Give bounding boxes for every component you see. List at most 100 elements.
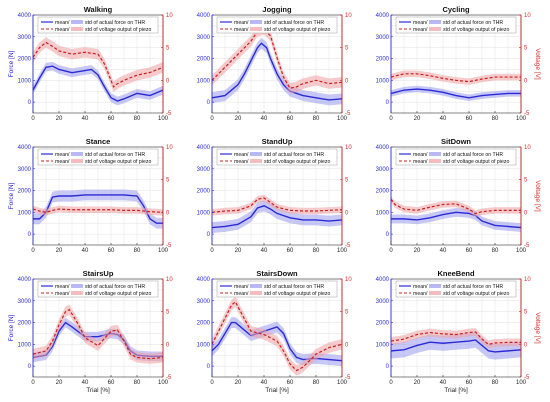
voltage-std-band bbox=[391, 196, 521, 217]
x-tick-label: 0 bbox=[31, 248, 35, 254]
y-left-tick-label: 0 bbox=[28, 232, 32, 238]
y-right-tick-label: 5 bbox=[345, 178, 349, 184]
y-left-tick-label: 4000 bbox=[18, 13, 32, 19]
x-tick-label: 100 bbox=[516, 116, 527, 122]
y-right-tick-label: 5 bbox=[345, 46, 349, 52]
legend-label: std of voltage output of piezo bbox=[85, 159, 151, 165]
y-right-tick-label: 10 bbox=[166, 145, 173, 151]
legend-label: mean/ bbox=[55, 20, 70, 26]
legend-label: mean/ bbox=[413, 20, 428, 26]
y-left-tick-label: 4000 bbox=[197, 13, 211, 19]
y-left-tick-label: 2000 bbox=[197, 57, 211, 63]
force-std-band bbox=[391, 332, 521, 360]
y-right-tick-label: 10 bbox=[524, 13, 531, 19]
legend-force-swatch bbox=[250, 152, 262, 156]
y-left-tick-label: 0 bbox=[386, 364, 390, 370]
y-right-tick-label: -5 bbox=[524, 111, 530, 117]
y-left-tick-label: 2000 bbox=[18, 321, 32, 327]
x-tick-label: 20 bbox=[56, 248, 63, 254]
legend-box bbox=[216, 148, 338, 166]
voltage-mean-line bbox=[390, 331, 521, 345]
y-left-tick-label: 1000 bbox=[197, 210, 211, 216]
x-tick-label: 80 bbox=[492, 116, 499, 122]
legend-force-swatch bbox=[429, 284, 441, 288]
x-tick-label: 20 bbox=[235, 248, 242, 254]
y-left-tick-label: 4000 bbox=[197, 145, 211, 151]
legend-box bbox=[395, 148, 517, 166]
y-right-tick-label: 5 bbox=[524, 310, 528, 316]
x-tick-label: 20 bbox=[414, 248, 421, 254]
legend-box bbox=[216, 280, 338, 298]
y-left-tick-label: 4000 bbox=[18, 145, 32, 151]
voltage-std-band bbox=[391, 328, 521, 349]
legend-label: std of actual force on THR bbox=[85, 284, 145, 290]
x-tick-label: 40 bbox=[261, 116, 268, 122]
legend-label: std of voltage output of piezo bbox=[443, 291, 509, 297]
legend-label: std of voltage output of piezo bbox=[85, 291, 151, 297]
panel-title: Cycling bbox=[442, 5, 470, 14]
legend-box bbox=[395, 16, 517, 34]
x-tick-label: 80 bbox=[492, 380, 499, 386]
y-right-axis-label: Voltage [V] bbox=[534, 48, 541, 80]
voltage-std-band bbox=[212, 296, 342, 376]
x-tick-label: 100 bbox=[158, 116, 169, 122]
y-right-tick-label: -5 bbox=[166, 375, 172, 381]
panel-title: Jogging bbox=[262, 5, 292, 14]
y-right-tick-label: 5 bbox=[345, 310, 349, 316]
x-tick-label: 0 bbox=[389, 248, 393, 254]
x-tick-label: 20 bbox=[235, 380, 242, 386]
legend-label: mean/ bbox=[234, 27, 249, 33]
y-left-tick-label: 1000 bbox=[376, 210, 390, 216]
legend-label: mean/ bbox=[413, 152, 428, 158]
x-tick-label: 60 bbox=[287, 248, 294, 254]
voltage-mean-line bbox=[211, 300, 343, 372]
y-left-tick-label: 1000 bbox=[376, 342, 390, 348]
y-left-tick-label: 3000 bbox=[197, 167, 211, 173]
y-left-tick-label: 1000 bbox=[197, 78, 211, 84]
y-right-tick-label: 5 bbox=[166, 310, 170, 316]
y-right-tick-label: 10 bbox=[345, 13, 352, 19]
panel-title: StairsDown bbox=[256, 269, 298, 278]
legend-label: mean/ bbox=[234, 291, 249, 297]
force-mean-line bbox=[390, 88, 521, 99]
legend: mean/std of actual force on THR mean/std … bbox=[216, 16, 338, 34]
x-axis-label: Trial [%] bbox=[444, 387, 468, 394]
y-right-tick-label: 0 bbox=[345, 78, 349, 84]
y-left-tick-label: 1000 bbox=[18, 342, 32, 348]
legend-label: std of actual force on THR bbox=[443, 152, 503, 158]
legend-force-swatch bbox=[71, 20, 83, 24]
legend-voltage-swatch bbox=[429, 27, 441, 31]
panel-title: Walking bbox=[84, 5, 113, 14]
y-right-tick-label: -5 bbox=[166, 111, 172, 117]
voltage-std-band bbox=[33, 304, 163, 364]
x-tick-label: 0 bbox=[210, 248, 214, 254]
x-tick-label: 40 bbox=[261, 380, 268, 386]
legend-box bbox=[37, 16, 159, 34]
legend-force-swatch bbox=[250, 284, 262, 288]
y-left-tick-label: 1000 bbox=[18, 78, 32, 84]
legend-voltage-swatch bbox=[71, 27, 83, 31]
legend-label: std of voltage output of piezo bbox=[264, 27, 330, 33]
legend-box bbox=[216, 16, 338, 34]
y-left-tick-label: 2000 bbox=[18, 57, 32, 63]
y-left-tick-label: 2000 bbox=[197, 189, 211, 195]
legend-label: std of voltage output of piezo bbox=[443, 159, 509, 165]
legend-box bbox=[37, 148, 159, 166]
voltage-mean-line bbox=[211, 197, 343, 213]
x-tick-label: 80 bbox=[134, 380, 141, 386]
y-left-tick-label: 0 bbox=[207, 232, 211, 238]
voltage-mean-line bbox=[32, 41, 164, 88]
legend-voltage-swatch bbox=[429, 159, 441, 163]
x-tick-label: 60 bbox=[287, 380, 294, 386]
legend: mean/std of actual force on THR mean/std … bbox=[37, 16, 159, 34]
y-left-tick-label: 2000 bbox=[376, 57, 390, 63]
y-left-axis-label: Force [N] bbox=[8, 50, 15, 77]
y-right-tick-label: 10 bbox=[524, 277, 531, 283]
y-left-tick-label: 3000 bbox=[197, 299, 211, 305]
force-mean-line bbox=[211, 205, 343, 229]
y-left-axis-label: Force [N] bbox=[8, 314, 15, 341]
legend-label: mean/ bbox=[413, 159, 428, 165]
x-tick-label: 100 bbox=[158, 248, 169, 254]
y-left-tick-label: 2000 bbox=[197, 321, 211, 327]
